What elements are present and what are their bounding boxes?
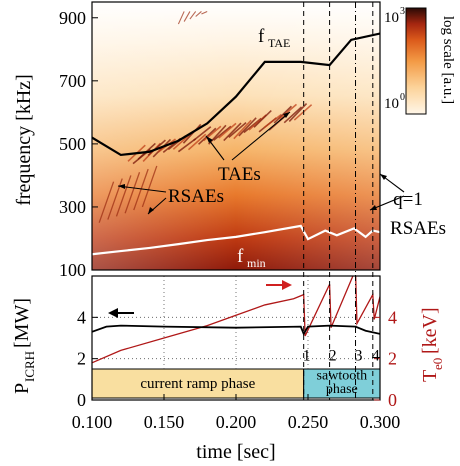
power-temperature-marks (92, 276, 380, 369)
spectrogram-frame (91, 1, 381, 271)
svg-text:ICRH: ICRH (22, 351, 37, 382)
svg-text:f: f (258, 26, 265, 47)
svg-text:0: 0 (400, 92, 405, 103)
crash-number-label: 3 (355, 348, 363, 365)
p-icrh-tick-label: 4 (77, 307, 86, 327)
time-tick-label: 0.100 (72, 412, 113, 432)
tae-streak (203, 125, 222, 142)
f-tae-label: f TAE (258, 26, 290, 50)
q1-rsaes-label: RSAEs (390, 218, 446, 239)
high-freq-streak (195, 11, 202, 17)
colorbar-label: log scale [a.u.] (440, 16, 456, 104)
colorbar: 10 3 10 0 log scale [a.u.] (384, 6, 456, 115)
svg-text:[keV]: [keV] (419, 307, 441, 354)
t-e0-axis-label: T e0 [keV] (419, 307, 445, 382)
arrow-p-icrh (108, 308, 134, 318)
rsae-streak (107, 178, 123, 220)
tae-streak (228, 121, 247, 139)
svg-text:T: T (419, 370, 441, 382)
annotation-arrowheads (118, 112, 387, 214)
crash-number-label: 1 (303, 348, 311, 365)
tae-streak (233, 119, 252, 140)
p-icrh-tick-label: 2 (77, 349, 86, 369)
tae-streak (253, 109, 272, 128)
tae-streak (213, 125, 232, 141)
crash-number-label: 2 (329, 348, 337, 365)
p-icrh-tick-label: 0 (77, 390, 86, 410)
high-freq-streak (183, 11, 191, 22)
p-icrh-line (92, 324, 380, 336)
svg-text:P: P (11, 383, 33, 394)
svg-text:e0: e0 (430, 358, 445, 370)
time-tick-label: 0.200 (216, 412, 257, 432)
crash-number-label: 4 (372, 348, 380, 365)
rsae-streak (133, 168, 149, 211)
tae-streak (223, 122, 242, 142)
t-e0-tick-label: 0 (388, 390, 397, 410)
t-e0-tick-label: 2 (388, 349, 397, 369)
rsae-streak (98, 181, 115, 223)
t-e0-tick-label: 4 (388, 307, 397, 327)
svg-text:10: 10 (384, 96, 399, 112)
current-ramp-phase-label: current ramp phase (140, 376, 255, 392)
tae-streak (218, 122, 237, 139)
high-freq-streak (177, 11, 185, 25)
frequency-tick-label: 500 (59, 134, 86, 154)
tae-streak (283, 106, 303, 124)
tae-streak (263, 113, 282, 129)
time-tick-label: 0.300 (360, 412, 401, 432)
rsae-streak (141, 165, 158, 208)
sawtooth-phase-label-line2: phase (326, 382, 358, 397)
f-min-line (92, 224, 380, 256)
tae-streak (187, 133, 207, 151)
colorbar-gradient (405, 7, 427, 115)
p-icrh-axis-label: P ICRH [MW] (11, 298, 37, 394)
q1-label: q=1 (393, 189, 423, 210)
rsae-streak (124, 172, 141, 214)
tae-streak (238, 117, 257, 137)
frequency-tick-label: 100 (59, 260, 86, 280)
svg-text:min: min (247, 256, 266, 270)
rsae-streak (115, 175, 132, 217)
arrow-t-e0 (266, 280, 292, 290)
frequency-tick-label: 300 (59, 197, 86, 217)
tae-streak (182, 123, 202, 144)
svg-text:[MW]: [MW] (11, 298, 33, 348)
tae-streak (193, 126, 212, 142)
tae-streak (147, 139, 166, 156)
svg-text:3: 3 (400, 6, 405, 17)
frequency-axis-label: frequency [kHz] (13, 74, 35, 206)
svg-text:10: 10 (384, 10, 399, 26)
tae-streak (278, 103, 297, 120)
colorbar-tick-bottom: 10 0 (384, 92, 405, 112)
f-min-label: f min (237, 246, 266, 270)
time-axis-label: time [sec] (196, 441, 275, 463)
tae-streak (198, 127, 217, 145)
frequency-axis-ticks: 100 300 500 700 900 (59, 8, 98, 280)
t-e0-line (92, 276, 380, 364)
spectrogram-marks (92, 10, 380, 256)
time-tick-label: 0.250 (288, 412, 329, 432)
high-freq-streak (201, 10, 208, 15)
frequency-tick-label: 700 (59, 71, 86, 91)
svg-text:TAE: TAE (268, 36, 290, 50)
taes-label: TAEs (218, 164, 261, 185)
svg-text:f: f (237, 246, 244, 267)
tae-streak (288, 102, 308, 123)
time-tick-label: 0.150 (144, 412, 185, 432)
colorbar-tick-top: 10 3 (384, 6, 405, 26)
high-freq-streak (189, 11, 197, 20)
tae-streak (273, 105, 292, 124)
rsaes-label: RSAEs (168, 186, 224, 207)
tae-streak (293, 104, 313, 121)
frequency-tick-label: 900 (59, 8, 86, 28)
f-tae-line (92, 32, 380, 157)
tae-streak (177, 138, 197, 153)
